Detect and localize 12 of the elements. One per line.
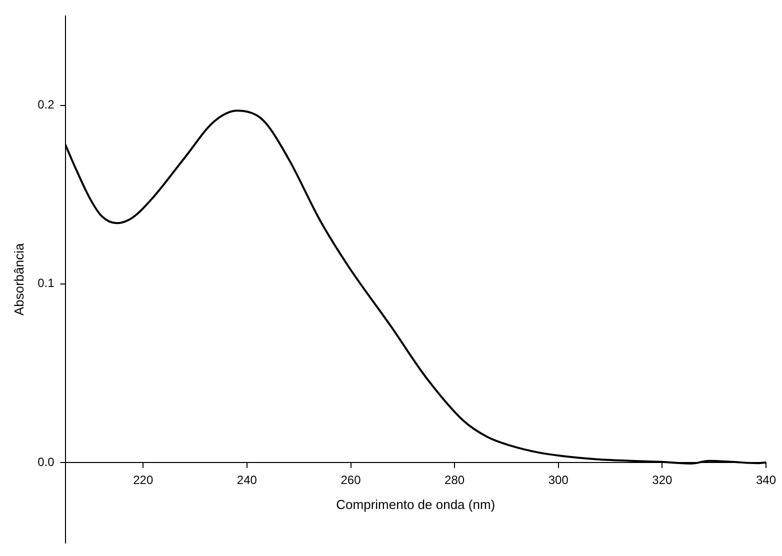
x-tick-label: 220: [133, 472, 154, 487]
y-tick-label: 0.2: [38, 98, 55, 112]
y-tick-label: 0.0: [38, 454, 55, 469]
y-tick-label: 0.1: [38, 276, 55, 290]
x-tick-label: 340: [756, 472, 776, 487]
x-tick-label: 300: [548, 472, 569, 487]
x-axis-title: Comprimento de onda (nm): [336, 497, 496, 512]
y-axis-title: Absorbância: [11, 242, 26, 316]
x-tick-label: 280: [444, 472, 465, 487]
x-tick-label: 320: [652, 472, 673, 487]
x-tick-label: 240: [236, 472, 258, 487]
x-tick-label: 260: [340, 472, 362, 487]
